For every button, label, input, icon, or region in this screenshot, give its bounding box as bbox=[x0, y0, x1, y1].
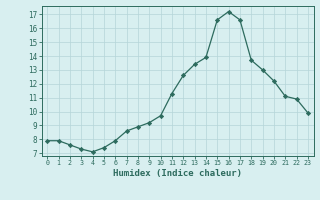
X-axis label: Humidex (Indice chaleur): Humidex (Indice chaleur) bbox=[113, 169, 242, 178]
